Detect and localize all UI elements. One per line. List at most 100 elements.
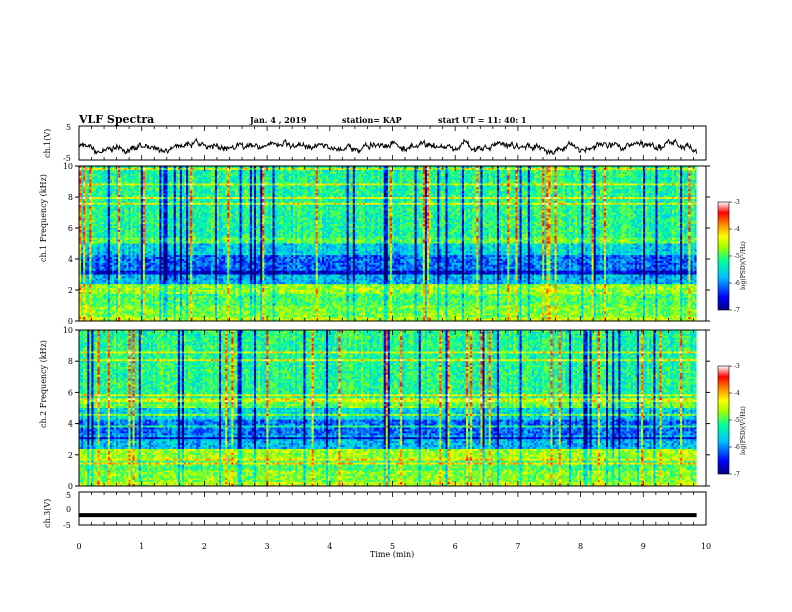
spectrogram-cell xyxy=(116,185,119,188)
spectrogram-cell xyxy=(348,169,352,173)
spectrogram-cell xyxy=(225,191,228,194)
spectrogram-cell xyxy=(363,187,366,190)
spectrogram-cell xyxy=(618,171,621,175)
spectrogram-cell xyxy=(391,171,395,175)
spectrogram-cell xyxy=(151,175,154,178)
spectrogram-cell xyxy=(591,181,594,184)
spectrogram-cell xyxy=(589,169,592,173)
spectrogram-cell xyxy=(606,191,609,194)
spectrogram-cell xyxy=(97,197,100,200)
spectrogram-cell xyxy=(101,197,105,200)
spectrogram-cell xyxy=(179,191,183,194)
spectrogram-cell xyxy=(449,185,452,188)
spectrogram-cell xyxy=(437,187,440,190)
spectrogram-cell xyxy=(146,181,150,184)
spectrogram-cell xyxy=(348,166,352,169)
spectrogram-cell xyxy=(591,177,594,180)
spectrogram-cell xyxy=(124,191,127,194)
spectrogram-cell xyxy=(671,167,675,171)
spectrogram-cell xyxy=(505,175,508,178)
spectrogram-cell xyxy=(142,191,146,194)
spectrogram-cell xyxy=(416,191,419,194)
spectrogram-cell xyxy=(560,169,564,173)
spectrogram-cell xyxy=(494,166,498,169)
spectrogram-cell xyxy=(155,167,158,171)
spectrogram-cell xyxy=(573,167,576,171)
spectrogram-cell xyxy=(408,191,411,194)
spectrogram-cell xyxy=(680,183,683,186)
spectrogram-cell xyxy=(632,191,636,194)
spectrogram-cell xyxy=(361,183,364,186)
spectrogram-cell xyxy=(196,197,199,200)
spectrogram-cell xyxy=(144,167,148,171)
spectrogram-cell xyxy=(418,169,422,173)
spectrogram-cell xyxy=(200,166,203,169)
spectrogram-cell xyxy=(482,181,485,184)
spectrogram-cell xyxy=(305,197,308,200)
spectrogram-cell xyxy=(686,171,689,175)
spectrogram-cell xyxy=(272,197,275,200)
spectrogram-cell xyxy=(426,189,430,192)
spectrogram-cell xyxy=(562,187,566,190)
spectrogram-cell xyxy=(192,181,195,184)
spectrogram-cell xyxy=(418,187,422,190)
spectrogram-cell xyxy=(288,167,292,171)
spectrogram-cell xyxy=(256,166,259,169)
spectrogram-cell xyxy=(105,171,109,175)
spectrogram-cell xyxy=(239,166,242,169)
spectrogram-cell xyxy=(643,167,646,171)
spectrogram-cell xyxy=(482,179,485,182)
spectrogram-cell xyxy=(680,187,683,190)
spectrogram-cell xyxy=(99,191,102,194)
spectrogram-cell xyxy=(218,171,222,175)
spectrogram-cell xyxy=(239,173,242,176)
spectrogram-cell xyxy=(478,181,481,184)
spectrogram-cell xyxy=(575,185,578,188)
spectrogram-cell xyxy=(474,189,477,192)
spectrogram-cell xyxy=(116,173,119,176)
spectrogram-cell xyxy=(309,179,312,182)
spectrogram-cell xyxy=(87,193,90,196)
spectrogram-cell xyxy=(682,195,685,198)
spectrogram-cell xyxy=(599,166,603,169)
spectrogram-cell xyxy=(435,169,438,173)
spectrogram-cell xyxy=(492,185,496,188)
spectrogram-cell xyxy=(634,175,638,178)
spectrogram-cell xyxy=(585,169,588,173)
spectrogram-cell xyxy=(463,179,467,182)
spectrogram-cell xyxy=(188,185,191,188)
spectrogram-cell xyxy=(167,191,170,194)
spectrogram-cell xyxy=(321,181,325,184)
spectrogram-cell xyxy=(498,189,502,192)
spectrogram-cell xyxy=(529,191,533,194)
spectrogram-cell xyxy=(437,171,440,175)
spectrogram-cell xyxy=(253,166,257,169)
spectrogram-cell xyxy=(556,177,559,180)
spectrogram-cell xyxy=(694,166,697,169)
spectrogram-cell xyxy=(632,181,636,184)
spectrogram-cell xyxy=(256,167,259,171)
spectrogram-cell xyxy=(673,189,677,192)
spectrogram-cell xyxy=(159,185,162,188)
spectrogram-cell xyxy=(542,187,545,190)
spectrogram-cell xyxy=(206,169,209,173)
spectrogram-cell xyxy=(132,185,135,188)
spectrogram-cell xyxy=(484,177,487,180)
spectrogram-cell xyxy=(268,185,271,188)
spectrogram-cell xyxy=(463,191,467,194)
spectrogram-cell xyxy=(468,181,471,184)
spectrogram-cell xyxy=(445,195,448,198)
spectrogram-cell xyxy=(498,195,502,198)
spectrogram-cell xyxy=(188,197,191,200)
spectrogram-cell xyxy=(484,193,487,196)
spectrogram-cell xyxy=(338,175,341,178)
spectrogram-cell xyxy=(645,183,648,186)
spectrogram-cell xyxy=(414,183,417,186)
spectrogram-cell xyxy=(231,181,234,184)
spectrogram-cell xyxy=(515,169,518,173)
spectrogram-cell xyxy=(223,169,226,173)
spectrogram-cell xyxy=(216,185,220,188)
spectrogram-cell xyxy=(536,169,539,173)
spectrogram-cell xyxy=(441,177,444,180)
spectrogram-cell xyxy=(233,187,236,190)
